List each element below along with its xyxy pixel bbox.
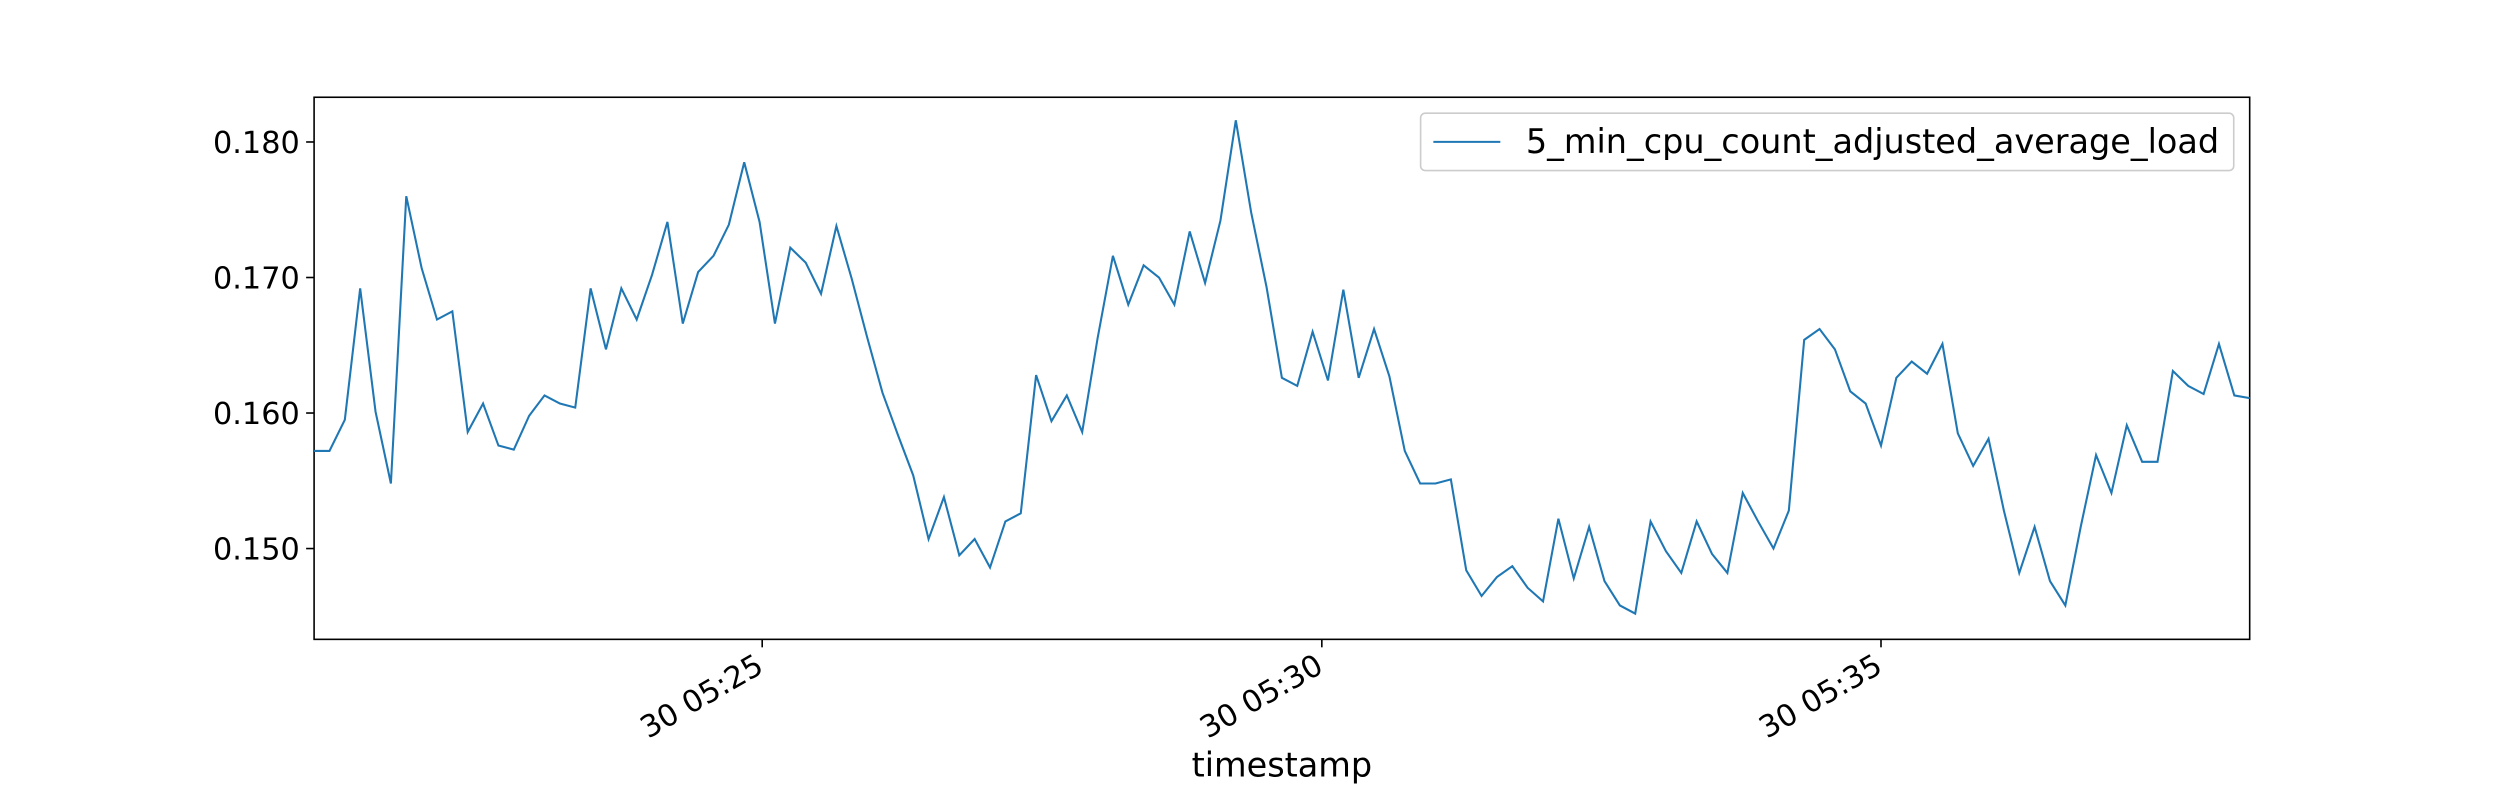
legend-box: [1419, 112, 2235, 172]
y-tick-label: 0.170: [213, 262, 300, 297]
x-tick-label: 30 05:25: [635, 648, 770, 746]
data-line: [314, 120, 2250, 616]
x-tick-label: 30 05:35: [1753, 648, 1888, 746]
y-tick-label: 0.160: [213, 397, 300, 432]
legend-label: 5_min_cpu_count_adjusted_average_load: [1526, 122, 2219, 161]
y-tick-label: 0.180: [213, 126, 300, 161]
x-axis-label: timestamp: [1192, 745, 1373, 784]
plot-frame: [313, 96, 2251, 641]
y-tick-label: 0.150: [213, 533, 300, 568]
x-tick-label: 30 05:30: [1194, 648, 1329, 746]
